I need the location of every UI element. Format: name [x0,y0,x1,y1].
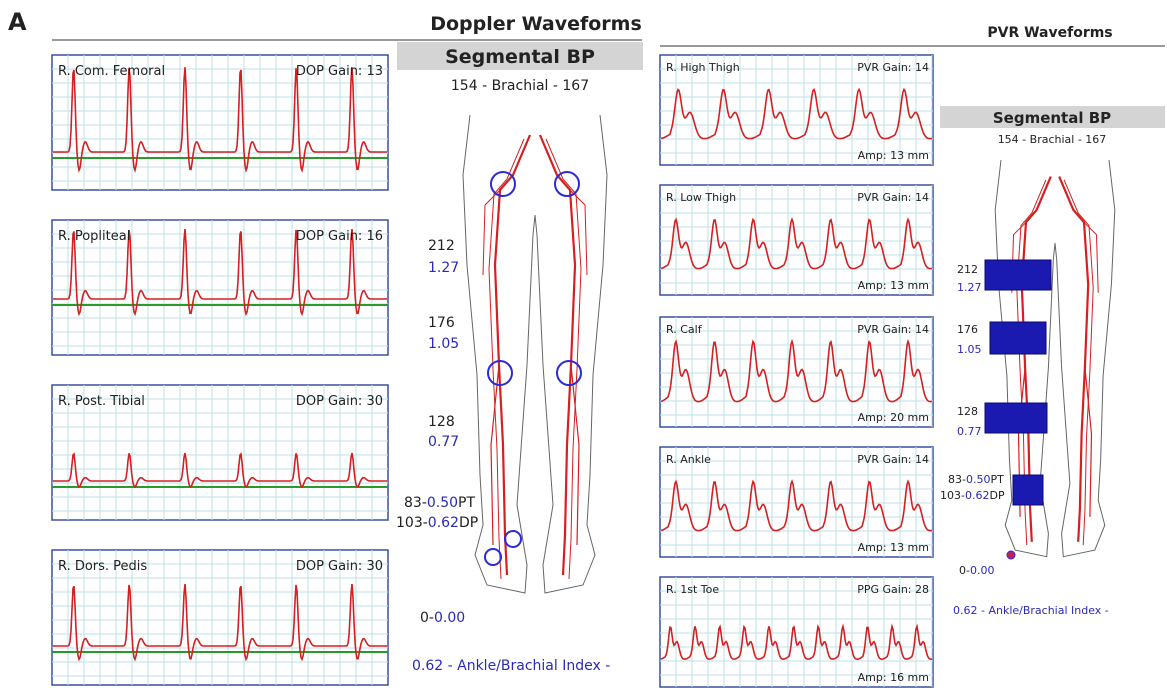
ankle-pressure: 103-0.62DP [940,489,1005,502]
brachial: 154 - Brachial - 167 [998,133,1107,146]
ankle-pressure: 103-0.62DP [396,515,478,531]
brachial: 154 - Brachial - 167 [451,78,589,94]
pressure: 0- [959,564,970,577]
index: 0.00 [434,610,465,626]
index: 0.77 [428,434,459,450]
index: 1.05 [957,343,982,356]
site: PT [458,495,475,511]
panel-gain: DOP Gain: 30 [296,394,383,409]
pressure: 83- [404,495,427,511]
index: 1.27 [957,281,982,294]
toe-sensor [1007,551,1015,559]
panel-amp: Amp: 13 mm [858,541,929,554]
panel-gain: PVR Gain: 14 [857,453,929,466]
abi: 0.62 - Ankle/Brachial Index - [412,658,610,674]
ankle-pressure: 83-0.50PT [948,473,1004,486]
panel-label: R. Low Thigh [666,191,736,204]
panel-amp: Amp: 16 mm [858,671,929,684]
pressure: 176 [957,323,978,336]
index: 0.62 [428,515,459,531]
segmental-title: Segmental BP [445,46,595,68]
panel-label: R. Popliteal [58,229,130,244]
abi: 0.62 - Ankle/Brachial Index - [953,604,1109,617]
index: 0.62 [965,489,990,502]
pressure: 128 [957,405,978,418]
panel-gain: PVR Gain: 14 [857,191,929,204]
panel-label: R. Com. Femoral [58,64,165,79]
index: 1.27 [428,260,459,276]
index: 0.50 [966,473,991,486]
panel-label: R. Post. Tibial [58,394,145,409]
panel-label: R. 1st Toe [666,583,719,596]
panel-gain: DOP Gain: 30 [296,559,383,574]
pressure: 212 [957,263,978,276]
panel-gain: DOP Gain: 13 [296,64,383,79]
panel-gain: PVR Gain: 14 [857,323,929,336]
panel-label: R. Dors. Pedis [58,559,147,574]
panel-gain: PPG Gain: 28 [857,583,929,596]
pressure: 103- [396,515,428,531]
cuff [1013,475,1043,505]
section-title: Doppler Waveforms [430,13,642,35]
figure: A Doppler Waveforms Segmental BP 154 - B… [0,0,1167,688]
figure-label: A [8,8,27,36]
ankle-pressure: 83-0.50PT [404,495,475,511]
cuff [990,322,1046,354]
panel-label: R. Ankle [666,453,711,466]
section-title: PVR Waveforms [987,25,1112,41]
panel-gain: PVR Gain: 14 [857,61,929,74]
site: PT [990,473,1004,486]
panel-label: R. High Thigh [666,61,740,74]
pressure: 212 [428,238,455,254]
pressure: 0- [420,610,434,626]
cuff [985,403,1047,433]
pressure: 83- [948,473,966,486]
site: DP [989,489,1004,502]
panel-label: R. Calf [666,323,703,336]
pressure: 103- [940,489,965,502]
cuff [985,260,1051,290]
panel-amp: Amp: 13 mm [858,279,929,292]
toe-pressure: 0-0.00 [959,564,994,577]
index: 1.05 [428,336,459,352]
panel-amp: Amp: 20 mm [858,411,929,424]
index: 0.77 [957,425,982,438]
pressure: 176 [428,315,455,331]
index: 0.00 [970,564,995,577]
toe-pressure: 0-0.00 [420,610,465,626]
pressure: 128 [428,414,455,430]
site: DP [459,515,478,531]
segmental-title: Segmental BP [993,109,1111,127]
panel-gain: DOP Gain: 16 [296,229,383,244]
panel-amp: Amp: 13 mm [858,149,929,162]
index: 0.50 [427,495,458,511]
